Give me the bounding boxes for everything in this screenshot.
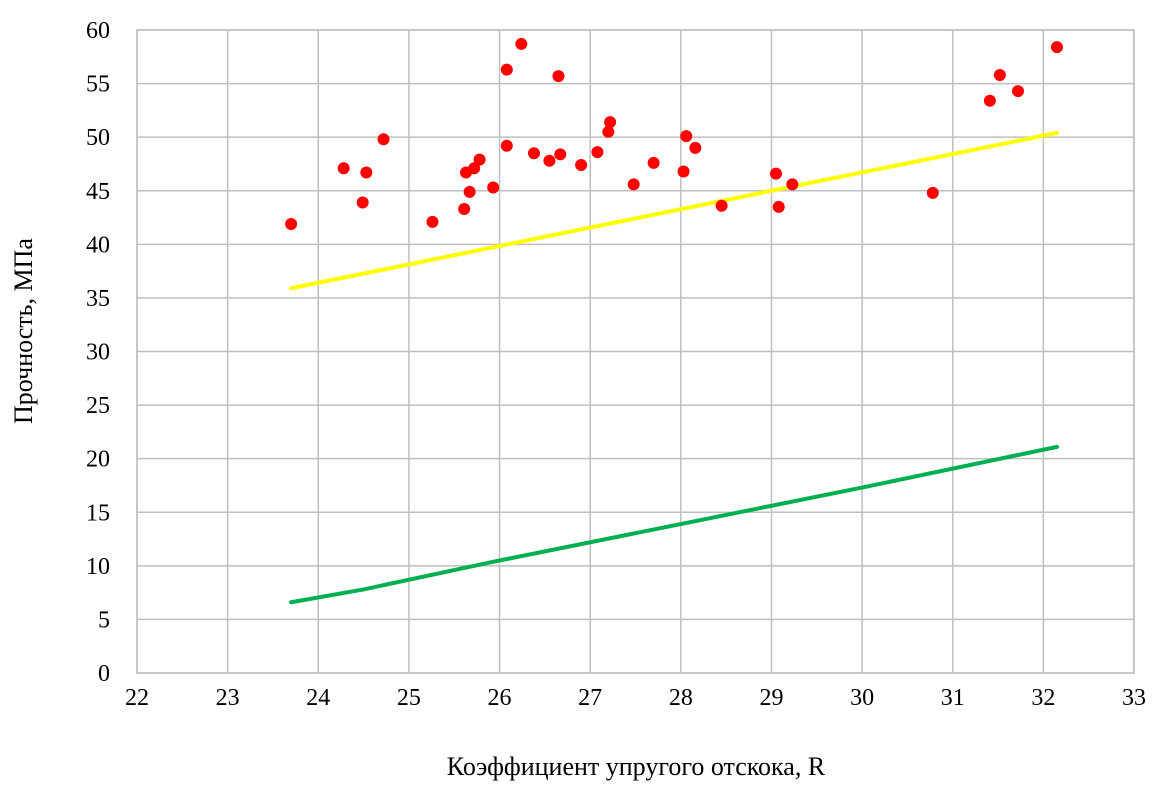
y-tick-label: 50 <box>86 125 110 151</box>
x-tick-label: 26 <box>488 685 512 711</box>
y-tick-label: 0 <box>98 661 110 687</box>
y-tick-label: 15 <box>86 500 110 526</box>
data-point <box>769 167 782 180</box>
data-point <box>983 94 996 107</box>
x-tick-label: 30 <box>850 685 874 711</box>
x-tick-labels: 22 23 24 25 26 27 28 29 30 31 32 33 <box>125 685 1146 711</box>
data-point <box>337 162 350 175</box>
data-point <box>575 159 588 172</box>
y-tick-labels: 0 5 10 15 20 25 30 35 40 45 50 55 60 <box>86 18 110 687</box>
trend-line-1 <box>289 130 1059 291</box>
x-axis-title: Коэффициент упругого отскока, R <box>447 752 826 781</box>
data-point <box>468 162 481 175</box>
data-point <box>360 166 373 179</box>
y-tick-label: 5 <box>98 607 110 633</box>
data-point <box>604 116 617 129</box>
data-point <box>285 217 298 230</box>
data-point <box>647 156 660 169</box>
x-tick-label: 32 <box>1031 685 1055 711</box>
data-point <box>602 125 615 138</box>
data-point <box>500 139 513 152</box>
data-point <box>786 178 799 191</box>
x-tick-label: 25 <box>397 685 421 711</box>
y-tick-label: 10 <box>86 554 110 580</box>
data-point <box>473 153 486 166</box>
data-point <box>377 133 390 146</box>
x-tick-label: 24 <box>306 685 330 711</box>
data-point <box>926 186 939 199</box>
data-point <box>500 63 513 76</box>
data-point <box>554 148 567 161</box>
x-tick-label: 33 <box>1122 685 1146 711</box>
data-point <box>591 146 604 159</box>
x-tick-label: 28 <box>669 685 693 711</box>
series-layer <box>285 37 1063 605</box>
y-tick-label: 30 <box>86 340 110 366</box>
x-tick-label: 27 <box>578 685 602 711</box>
data-point <box>1011 85 1024 98</box>
data-point <box>356 196 369 209</box>
data-point <box>715 199 728 212</box>
grid <box>136 29 1135 674</box>
x-tick-label: 31 <box>941 685 965 711</box>
data-point <box>543 154 556 167</box>
y-tick-label: 20 <box>86 447 110 473</box>
data-point <box>677 165 690 178</box>
data-point <box>426 215 439 228</box>
data-point <box>1050 41 1063 54</box>
data-point <box>772 200 785 213</box>
y-axis-title: Прочность, МПа <box>9 238 38 424</box>
y-tick-label: 60 <box>86 18 110 44</box>
trend-line-2 <box>289 444 1059 605</box>
x-tick-label: 29 <box>759 685 783 711</box>
data-point <box>993 69 1006 82</box>
x-tick-label: 22 <box>125 685 149 711</box>
data-point <box>627 178 640 191</box>
data-point <box>515 37 528 50</box>
data-point <box>458 202 471 215</box>
y-tick-label: 35 <box>86 286 110 312</box>
y-tick-label: 40 <box>86 232 110 258</box>
plot-border <box>136 29 1135 674</box>
data-point <box>487 181 500 194</box>
y-tick-label: 55 <box>86 72 110 98</box>
data-point <box>680 130 693 143</box>
y-tick-label: 25 <box>86 393 110 419</box>
data-point <box>689 141 702 154</box>
y-tick-label: 45 <box>86 179 110 205</box>
data-point <box>463 185 476 198</box>
data-point <box>527 147 540 160</box>
plot-area-border <box>136 29 1135 674</box>
x-tick-label: 23 <box>216 685 240 711</box>
data-point <box>552 70 565 83</box>
